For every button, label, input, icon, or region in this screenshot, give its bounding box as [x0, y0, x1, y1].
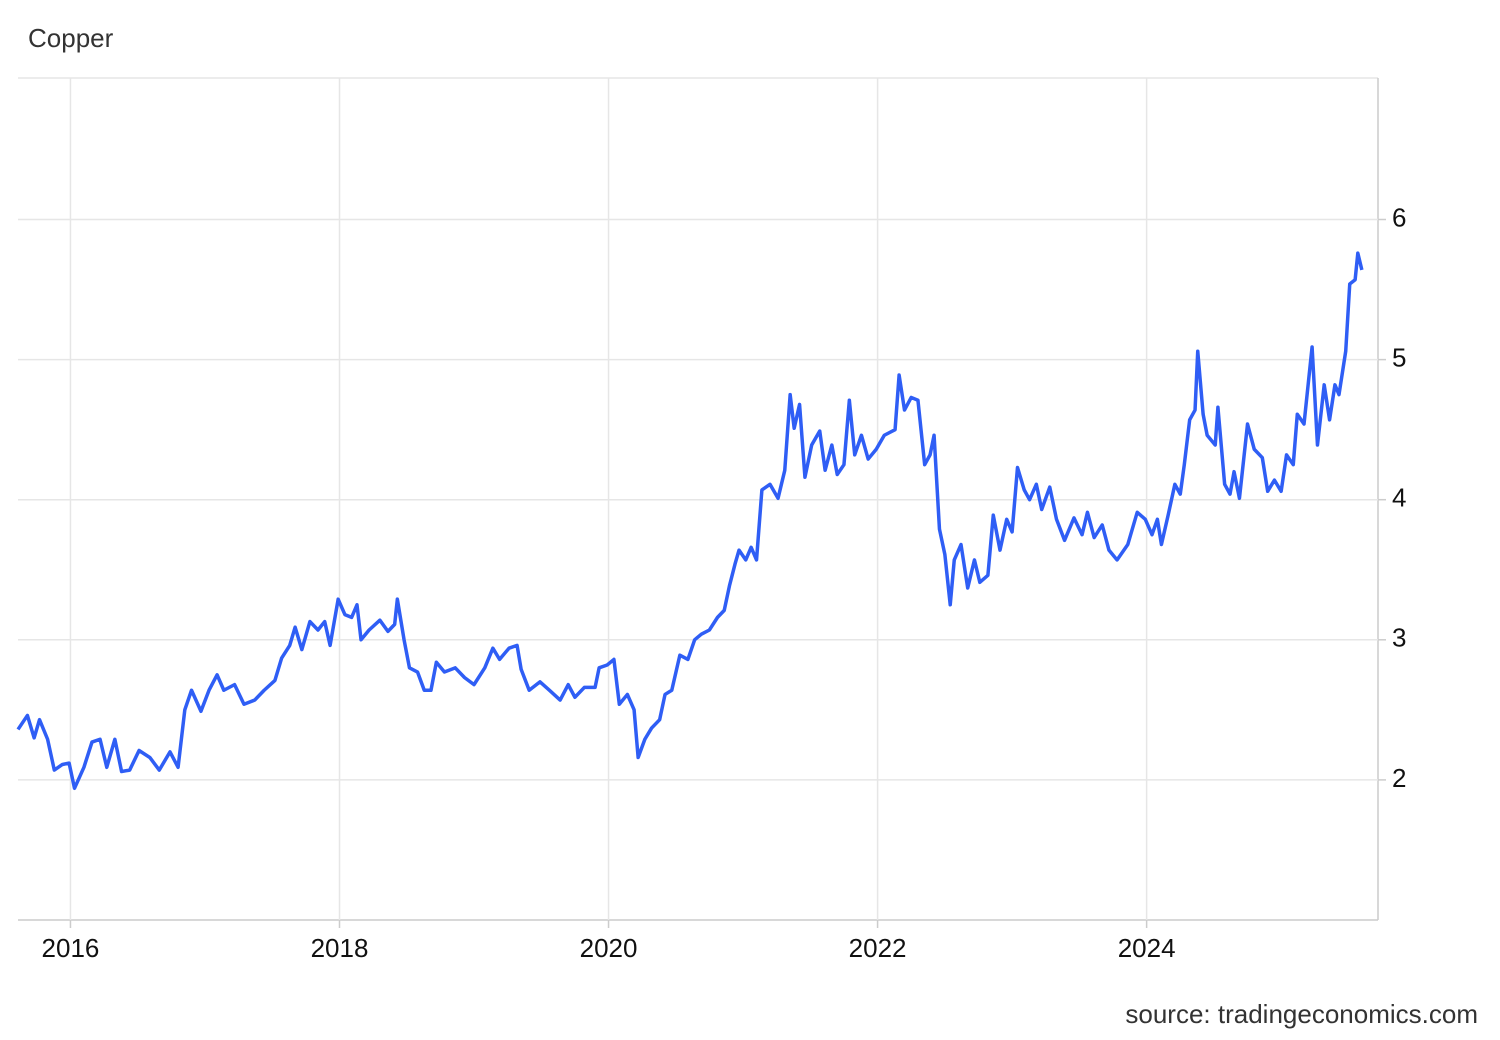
y-tick-label: 4 — [1392, 483, 1406, 513]
x-tick-label: 2024 — [1118, 933, 1176, 963]
x-tick-label: 2018 — [311, 933, 369, 963]
y-tick-label: 6 — [1392, 202, 1406, 232]
y-tick-label: 3 — [1392, 623, 1406, 653]
source-note: source: tradingeconomics.com — [1125, 999, 1478, 1029]
price-line — [16, 251, 1364, 791]
y-tick-label: 5 — [1392, 342, 1406, 372]
x-tick-label: 2022 — [849, 933, 907, 963]
y-tick-label: 2 — [1392, 763, 1406, 793]
chart-title: Copper — [28, 23, 114, 53]
x-tick-label: 2020 — [580, 933, 638, 963]
x-tick-label: 2016 — [42, 933, 100, 963]
